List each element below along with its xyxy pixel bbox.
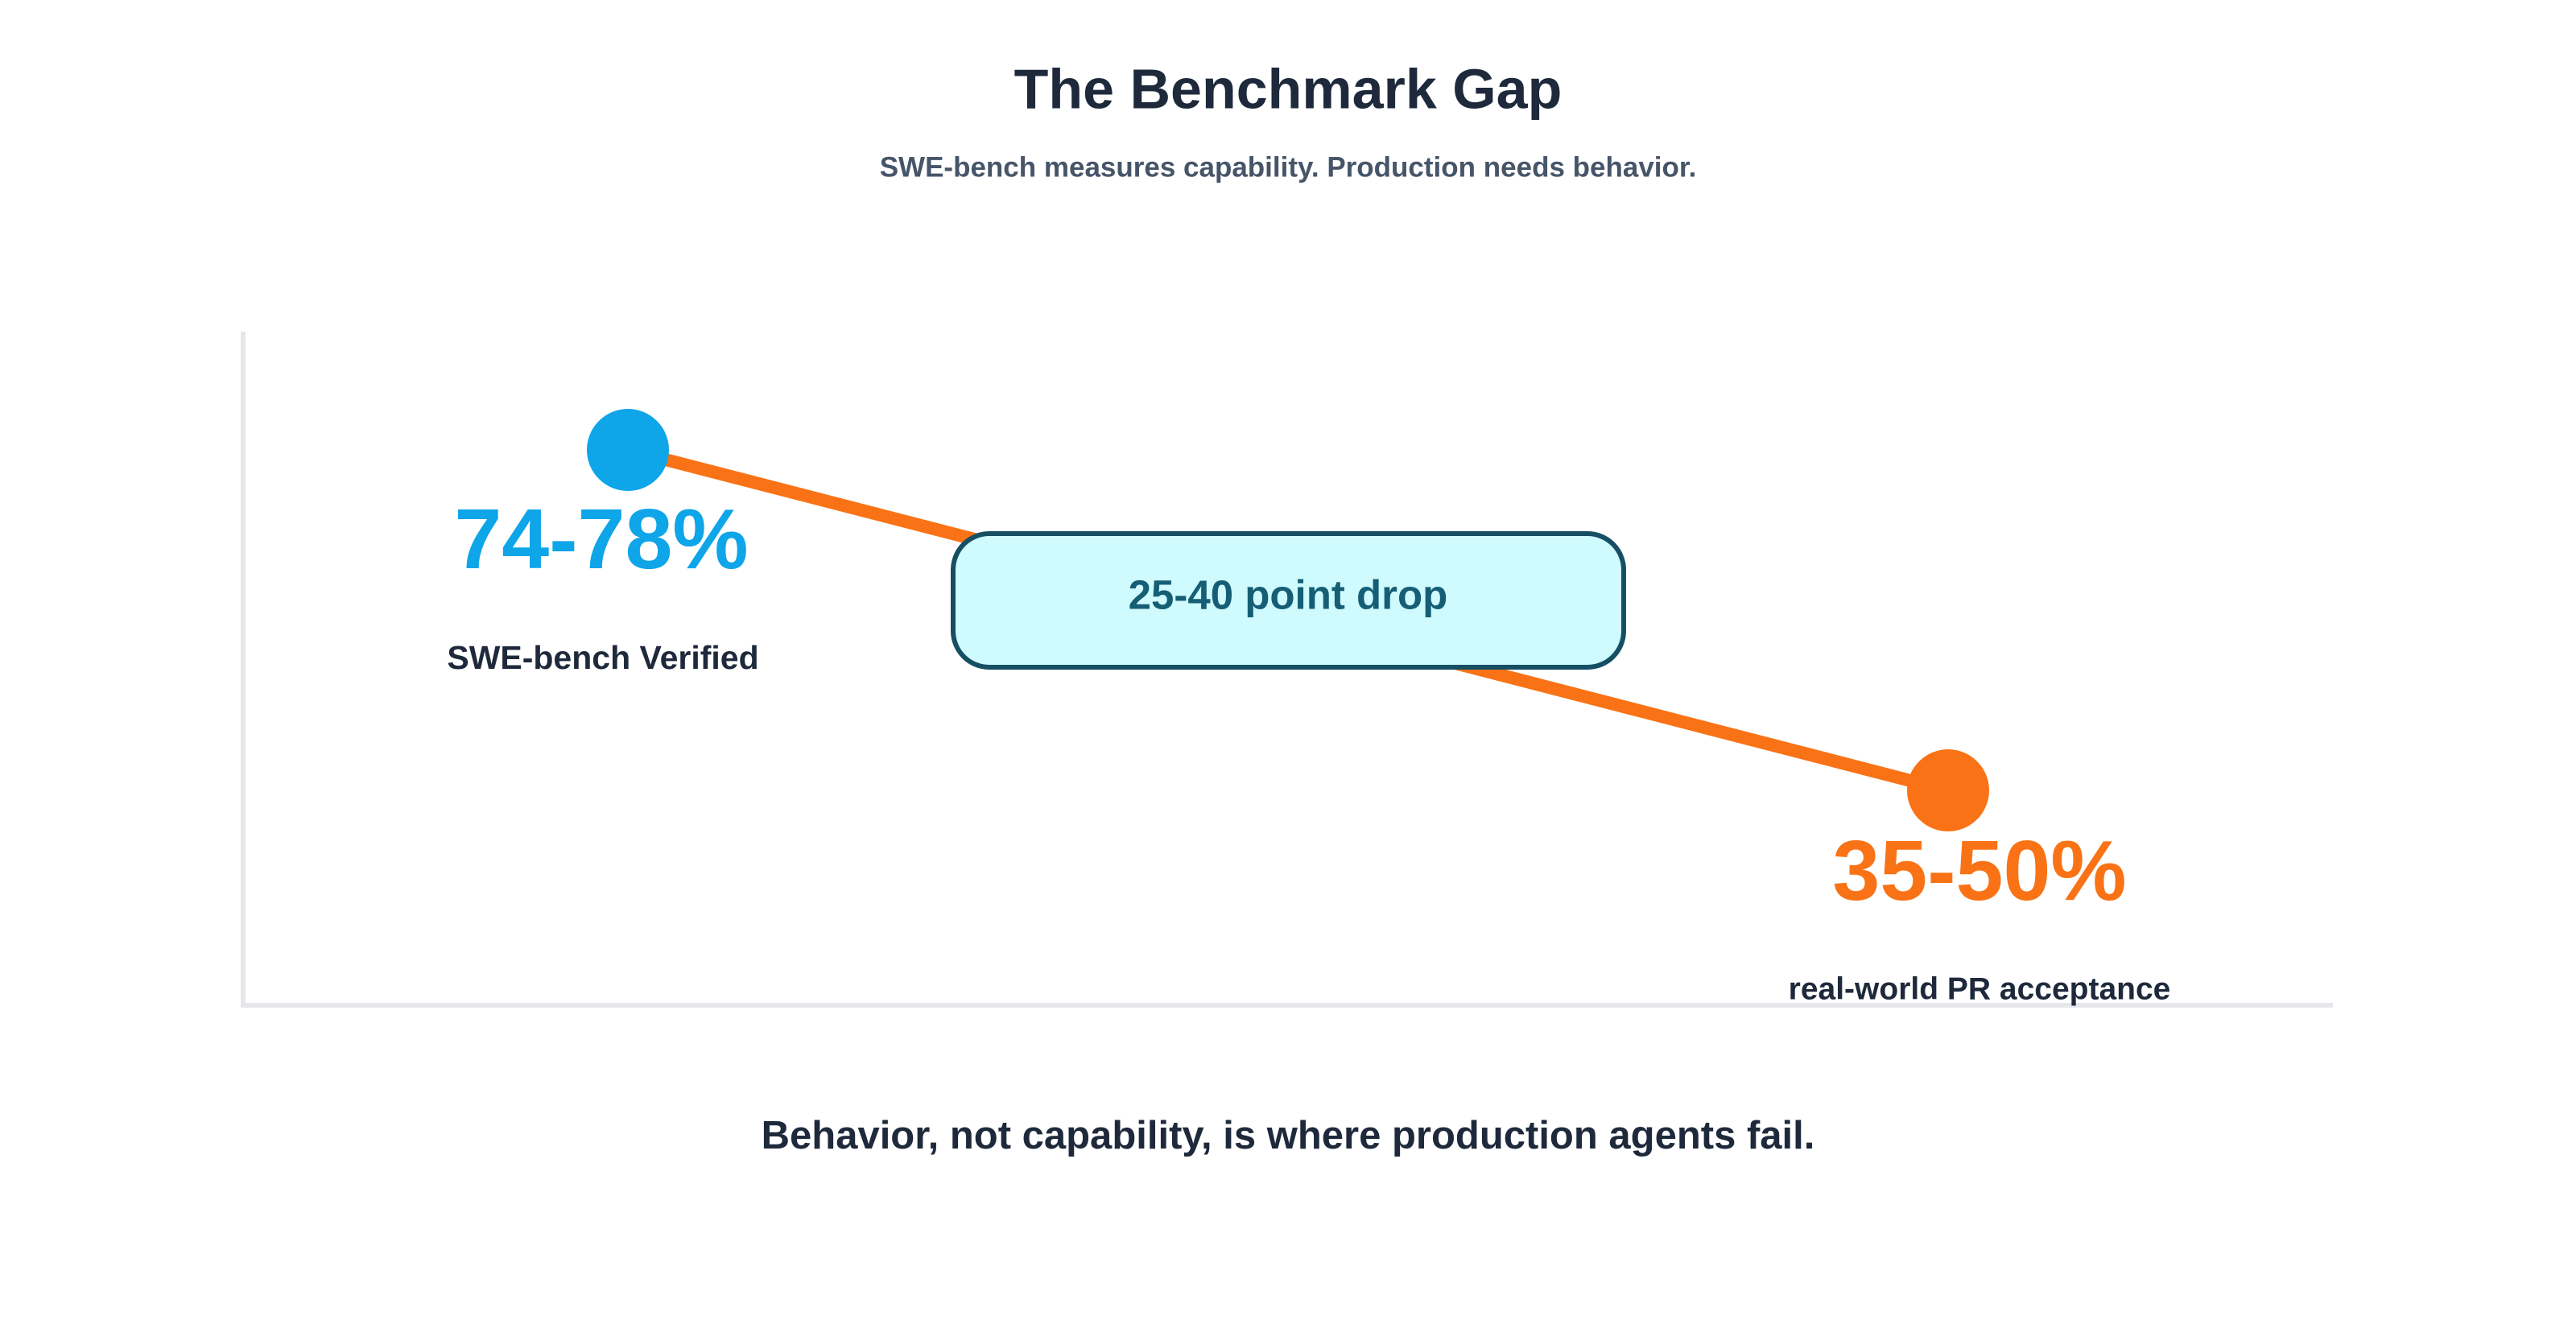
title: The Benchmark Gap xyxy=(1014,57,1563,120)
production-marker xyxy=(1907,749,1989,831)
footer: Behavior, not capability, is where produ… xyxy=(762,1114,1815,1157)
callout-box xyxy=(951,531,1626,670)
subtitle: SWE-bench measures capability. Productio… xyxy=(880,151,1697,183)
callout-text: 25-40 point drop xyxy=(1129,571,1448,617)
production-label: real-world PR acceptance xyxy=(1789,971,2171,1006)
production-value: 35-50% xyxy=(1832,823,2126,918)
benchmark-marker xyxy=(587,409,669,491)
benchmark-value: 74-78% xyxy=(454,492,748,587)
benchmark-label: SWE-bench Verified xyxy=(447,639,758,676)
